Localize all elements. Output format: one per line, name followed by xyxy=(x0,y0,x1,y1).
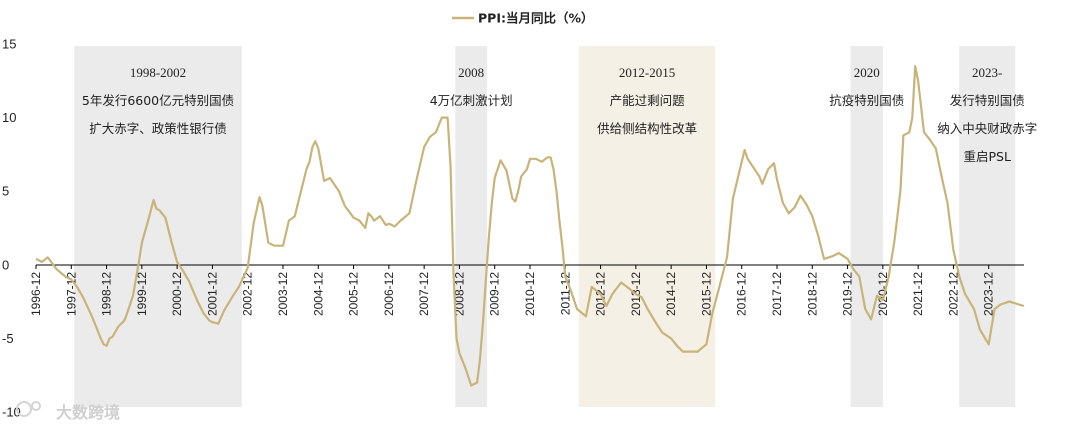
legend-label: PPI:当月同比（%） xyxy=(478,11,594,26)
period-1-annotation-line-1: 1998-2002 xyxy=(130,65,186,80)
period-3-annotation-line-1: 2012-2015 xyxy=(619,65,675,80)
x-tick-label: 2001-12 xyxy=(205,272,219,316)
shaded-period-5 xyxy=(959,46,1016,407)
period-3-annotation-line-3: 供给侧结构性改革 xyxy=(597,121,697,136)
x-tick-label: 2019-12 xyxy=(841,272,855,316)
period-5-annotation-line-1: 2023- xyxy=(972,65,1002,80)
period-1-annotation-line-3: 扩大赤字、政策性银行债 xyxy=(89,121,227,136)
period-4-annotation-line-2: 抗疫特别国债 xyxy=(829,93,904,108)
y-tick-label: 15 xyxy=(2,37,16,52)
watermark: 大数跨境 xyxy=(16,401,120,422)
x-tick-label: 1998-12 xyxy=(100,272,114,316)
x-tick-label: 2018-12 xyxy=(805,272,819,316)
x-tick-label: 2000-12 xyxy=(170,272,184,316)
y-tick-label: 5 xyxy=(2,184,9,199)
x-tick-label: 1996-12 xyxy=(29,272,43,316)
y-tick-label: -5 xyxy=(2,331,14,346)
y-tick-label: 0 xyxy=(2,257,9,272)
period-2-annotation-line-2: 4万亿刺激计划 xyxy=(430,93,513,108)
period-2-annotation-line-1: 2008 xyxy=(458,65,484,80)
period-5-annotation-line-3: 纳入中央财政赤字 xyxy=(937,121,1037,136)
x-axis: 1996-12 1997-12 1998-12 1999-12 2000-12 2001-… xyxy=(29,265,996,316)
x-tick-label: 2016-12 xyxy=(735,272,749,316)
shaded-period-1 xyxy=(74,46,242,407)
x-tick-label: 2006-12 xyxy=(382,272,396,316)
ppi-series-line xyxy=(35,64,1025,387)
x-tick-label: 2009-12 xyxy=(488,272,502,316)
x-tick-label: 2015-12 xyxy=(699,272,713,316)
x-tick-label: 2022-12 xyxy=(946,272,960,316)
x-tick-label: 2002-12 xyxy=(241,272,255,316)
x-tick-label: 2021-12 xyxy=(911,272,925,316)
x-tick-label: 2003-12 xyxy=(276,272,290,316)
y-tick-label: 10 xyxy=(2,110,16,125)
period-5-annotation-line-4: 重启PSL xyxy=(964,149,1011,164)
x-tick-label: 2005-12 xyxy=(347,272,361,316)
shaded-period-4 xyxy=(850,46,883,407)
period-5-annotation-line-2: 发行特别国债 xyxy=(950,93,1025,108)
x-tick-label: 1999-12 xyxy=(135,272,149,316)
shaded-period-3 xyxy=(578,46,716,407)
x-tick-label: 2007-12 xyxy=(417,272,431,316)
policy-period-shades xyxy=(74,46,1016,407)
watermark-brand-text: 大数跨境 xyxy=(56,403,120,422)
x-tick-label: 2014-12 xyxy=(664,272,678,316)
x-tick-label: 2023-12 xyxy=(982,272,996,316)
x-tick-label: 2004-12 xyxy=(311,272,325,316)
period-4-annotation-line-1: 2020 xyxy=(854,65,880,80)
watermark-logo-icon xyxy=(16,401,41,417)
period-1-annotation-line-2: 5年发行6600亿元特别国债 xyxy=(82,93,234,108)
legend: PPI:当月同比（%） xyxy=(452,11,594,26)
period-3-annotation-line-2: 产能过剩问题 xyxy=(610,93,686,108)
x-tick-label: 2010-12 xyxy=(523,272,537,316)
x-tick-label: 2017-12 xyxy=(770,272,784,316)
